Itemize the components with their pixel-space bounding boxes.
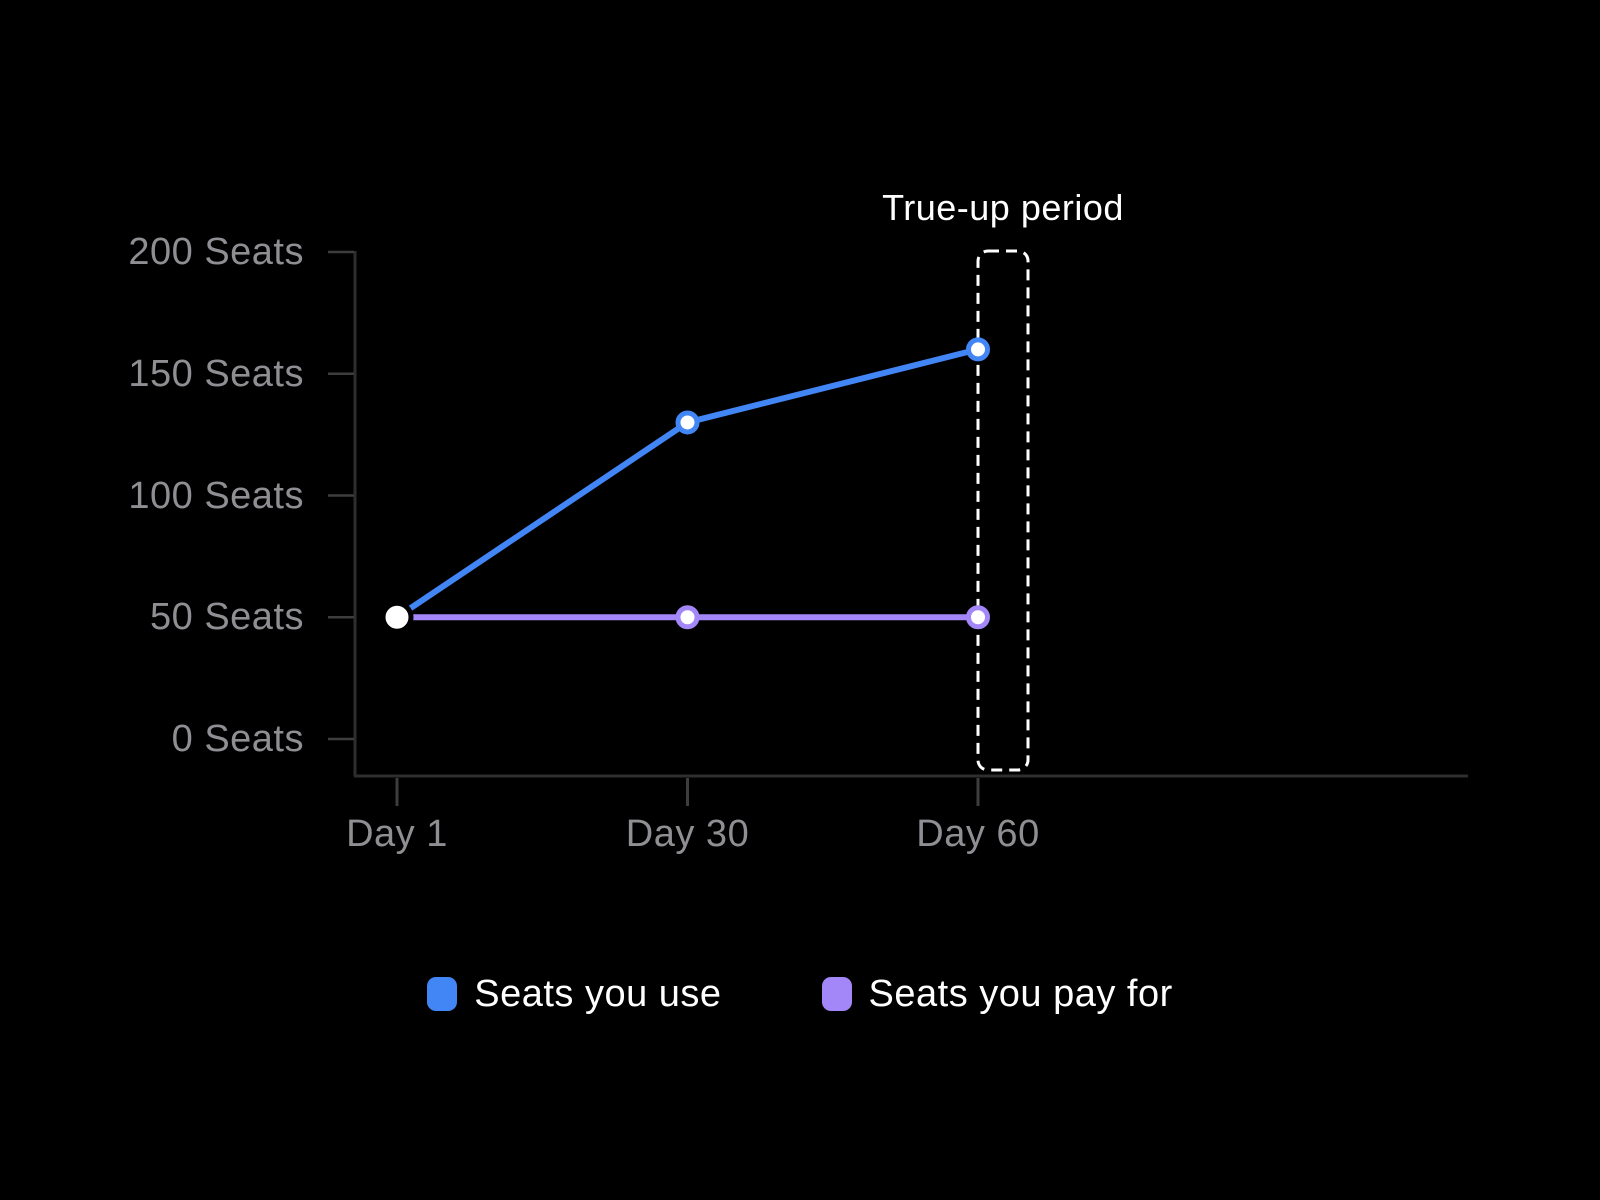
true-up-period-box	[976, 249, 1030, 772]
seats-you-use-point	[675, 410, 700, 435]
seats-you-pay-for-point	[966, 605, 990, 630]
seats-you-pay-for-point	[675, 605, 700, 630]
y-axis-label: 150 Seats	[128, 352, 304, 395]
chart-legend: Seats you use Seats you pay for	[0, 972, 1600, 1016]
y-axis-label: 200 Seats	[128, 231, 304, 273]
true-up-period-label: True-up period	[882, 187, 1124, 228]
seats-you-use-swatch-icon	[427, 977, 458, 1011]
x-axis-label: Day 60	[916, 813, 1040, 855]
y-axis-label: 50 Seats	[150, 596, 304, 639]
seats-you-pay-for-legend-label: Seats you pay for	[868, 973, 1173, 1015]
seats-you-pay-for-swatch-icon	[821, 977, 852, 1011]
x-axis-label: Day 30	[625, 813, 750, 855]
seats-you-use-legend-label: Seats you use	[474, 973, 722, 1015]
legend-item-seats-you-pay-for: Seats you pay for	[821, 972, 1173, 1016]
y-axis-label: 0 Seats	[171, 718, 304, 760]
start-point	[380, 600, 414, 634]
y-axis-label: 100 Seats	[128, 474, 304, 517]
x-axis-label: Day 1	[346, 813, 448, 855]
legend-item-seats-you-use: Seats you use	[427, 972, 721, 1016]
seats-you-use-line	[394, 346, 981, 621]
seats-you-use-point	[966, 337, 990, 362]
